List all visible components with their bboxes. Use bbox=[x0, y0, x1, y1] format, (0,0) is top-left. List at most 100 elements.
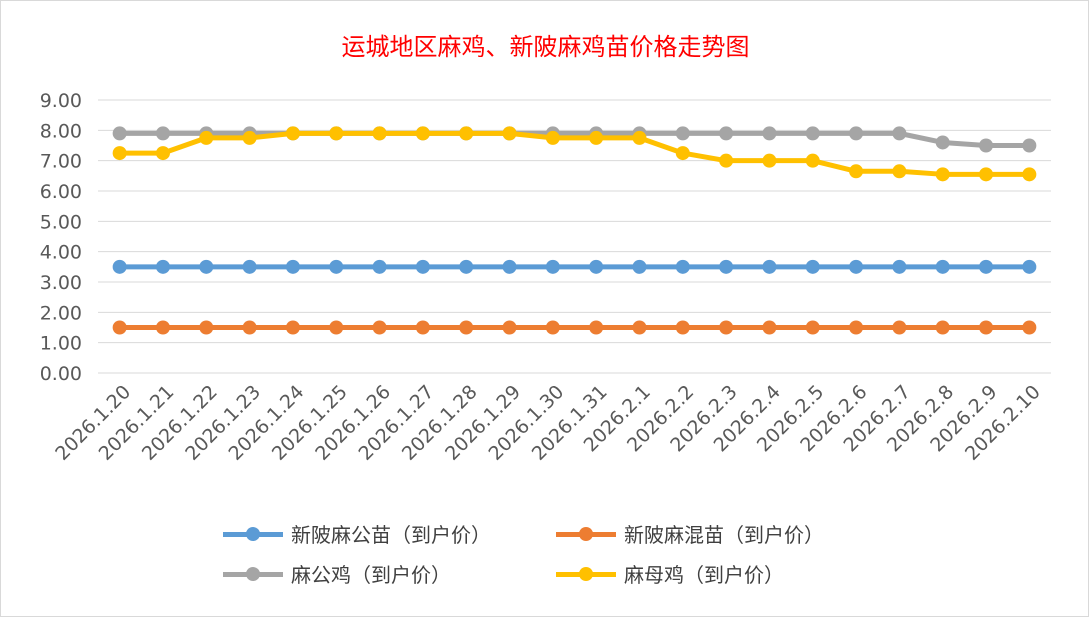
data-point bbox=[979, 167, 994, 182]
legend-item-0: 新陂麻公苗（到户价） bbox=[223, 519, 491, 548]
data-point bbox=[632, 320, 647, 335]
chart-title: 运城地区麻鸡、新陂麻鸡苗价格走势图 bbox=[341, 33, 750, 61]
data-point bbox=[372, 126, 387, 141]
data-point bbox=[979, 320, 994, 335]
data-point bbox=[675, 320, 690, 335]
y-tick-label: 6.00 bbox=[40, 181, 82, 203]
data-point bbox=[459, 259, 474, 274]
y-tick-label: 5.00 bbox=[40, 211, 82, 233]
data-point bbox=[199, 130, 214, 145]
data-point bbox=[285, 259, 300, 274]
data-point bbox=[892, 320, 907, 335]
data-point bbox=[415, 320, 430, 335]
data-point bbox=[935, 320, 950, 335]
data-point bbox=[589, 259, 604, 274]
data-point bbox=[719, 126, 734, 141]
data-point bbox=[1022, 138, 1037, 153]
data-point bbox=[719, 259, 734, 274]
data-point bbox=[892, 126, 907, 141]
data-point bbox=[329, 126, 344, 141]
data-point bbox=[415, 126, 430, 141]
data-point bbox=[545, 130, 560, 145]
data-point bbox=[1022, 320, 1037, 335]
data-point bbox=[1022, 167, 1037, 182]
data-point bbox=[242, 130, 257, 145]
data-point bbox=[459, 320, 474, 335]
data-point bbox=[762, 153, 777, 168]
data-point bbox=[675, 259, 690, 274]
legend-label: 新陂麻混苗（到户价） bbox=[624, 523, 824, 547]
data-point bbox=[329, 259, 344, 274]
data-point bbox=[675, 146, 690, 161]
y-tick-label: 8.00 bbox=[40, 120, 82, 142]
data-point bbox=[632, 259, 647, 274]
series-line-3 bbox=[119, 130, 1030, 177]
data-point bbox=[199, 259, 214, 274]
data-point bbox=[459, 126, 474, 141]
data-point bbox=[719, 153, 734, 168]
data-point bbox=[805, 126, 820, 141]
legend-swatch bbox=[556, 562, 616, 586]
data-point bbox=[285, 126, 300, 141]
data-point bbox=[979, 138, 994, 153]
legend-item-3: 麻母鸡（到户价） bbox=[556, 559, 784, 588]
data-point bbox=[762, 320, 777, 335]
data-point bbox=[849, 320, 864, 335]
legend-label: 麻母鸡（到户价） bbox=[624, 563, 784, 587]
data-point bbox=[849, 164, 864, 179]
data-point bbox=[155, 126, 170, 141]
legend-label: 麻公鸡（到户价） bbox=[291, 563, 451, 587]
y-tick-label: 4.00 bbox=[40, 242, 82, 264]
data-point bbox=[112, 146, 127, 161]
data-point bbox=[112, 259, 127, 274]
data-point bbox=[242, 320, 257, 335]
data-point bbox=[502, 126, 517, 141]
data-point bbox=[935, 167, 950, 182]
data-point bbox=[372, 259, 387, 274]
data-point bbox=[589, 130, 604, 145]
data-point bbox=[805, 153, 820, 168]
data-point bbox=[675, 126, 690, 141]
data-point bbox=[762, 126, 777, 141]
y-tick-label: 1.00 bbox=[40, 333, 82, 355]
data-point bbox=[502, 320, 517, 335]
data-point bbox=[892, 164, 907, 179]
data-point bbox=[502, 259, 517, 274]
data-point bbox=[155, 146, 170, 161]
data-point bbox=[935, 135, 950, 150]
data-point bbox=[632, 130, 647, 145]
data-point bbox=[719, 320, 734, 335]
legend-label: 新陂麻公苗（到户价） bbox=[291, 523, 491, 547]
y-tick-label: 0.00 bbox=[40, 363, 82, 385]
data-point bbox=[112, 320, 127, 335]
y-tick-label: 7.00 bbox=[40, 151, 82, 173]
data-point bbox=[155, 259, 170, 274]
data-point bbox=[979, 259, 994, 274]
data-point bbox=[849, 259, 864, 274]
data-point bbox=[199, 320, 214, 335]
data-point bbox=[112, 126, 127, 141]
legend-item-2: 麻公鸡（到户价） bbox=[223, 559, 451, 588]
data-point bbox=[762, 259, 777, 274]
data-point bbox=[805, 259, 820, 274]
data-point bbox=[545, 320, 560, 335]
data-point bbox=[935, 259, 950, 274]
data-point bbox=[545, 259, 560, 274]
y-tick-label: 3.00 bbox=[40, 272, 82, 294]
data-point bbox=[1022, 259, 1037, 274]
data-point bbox=[372, 320, 387, 335]
data-point bbox=[155, 320, 170, 335]
data-point bbox=[849, 126, 864, 141]
data-point bbox=[589, 320, 604, 335]
legend-swatch bbox=[223, 522, 283, 546]
data-point bbox=[892, 259, 907, 274]
data-point bbox=[805, 320, 820, 335]
data-point bbox=[329, 320, 344, 335]
y-tick-label: 9.00 bbox=[40, 90, 82, 112]
legend-swatch bbox=[556, 522, 616, 546]
data-point bbox=[285, 320, 300, 335]
legend-item-1: 新陂麻混苗（到户价） bbox=[556, 519, 824, 548]
data-point bbox=[242, 259, 257, 274]
legend-swatch bbox=[223, 562, 283, 586]
